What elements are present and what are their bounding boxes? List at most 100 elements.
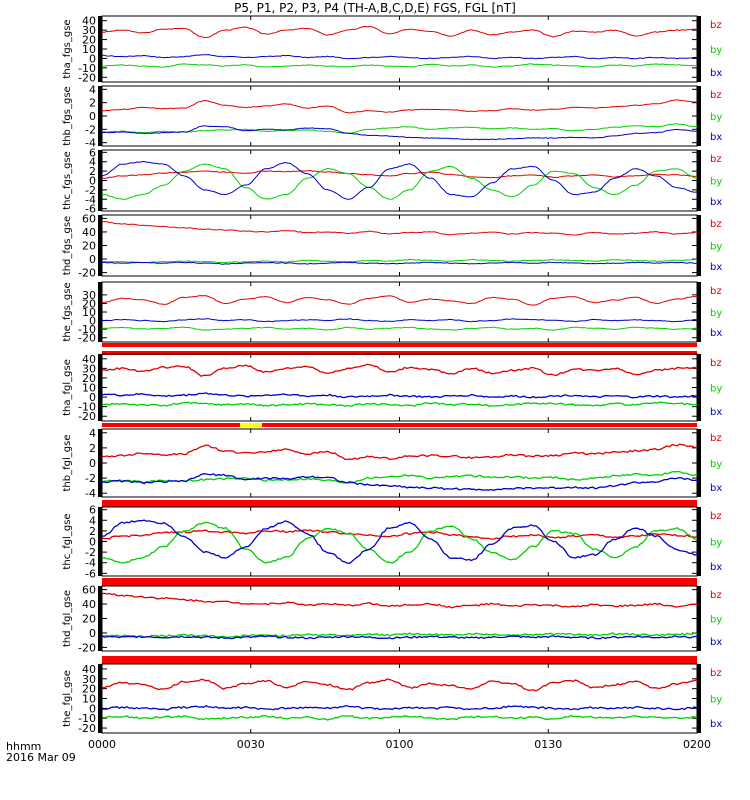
y-tick-label: 0 <box>89 52 96 65</box>
panel-right-strip <box>697 150 701 211</box>
series-line-by <box>101 401 698 408</box>
legend-by: by <box>710 308 722 319</box>
y-tick-label: -6 <box>85 567 96 580</box>
y-tick-label: 30 <box>82 673 96 686</box>
y-tick-label: -4 <box>85 557 96 570</box>
time-axis-label-hhmm: hhmm <box>6 740 42 753</box>
y-tick-label: -20 <box>78 641 96 654</box>
y-tick-label: 40 <box>82 226 96 239</box>
series-line-bx <box>101 704 698 711</box>
legend-bz: bz <box>710 511 722 522</box>
series-line-bz <box>102 443 698 461</box>
separator-bar <box>102 660 697 664</box>
panel-left-strip <box>98 16 102 82</box>
legend-bz: bz <box>710 90 722 101</box>
panel-y-label: thc_fgl_gse <box>62 513 73 569</box>
y-tick-label: 40 <box>82 15 96 28</box>
panel-y-label: thd_fgs_gse <box>62 216 73 275</box>
panel-y-label: thb_fgs_gse <box>62 86 73 145</box>
y-tick-label: 10 <box>82 382 96 395</box>
legend-by: by <box>710 242 722 253</box>
panel-frame <box>101 353 698 422</box>
series-line-by <box>101 470 698 484</box>
separator-bar <box>102 423 697 427</box>
panel-y-label: thd_fgl_gse <box>62 590 73 647</box>
panel-y-label: tha_fgl_gse <box>62 359 73 416</box>
legend-by: by <box>710 459 722 470</box>
panel-y-label: tha_fgs_gse <box>62 19 73 78</box>
y-tick-label: 6 <box>89 504 96 517</box>
series-line-bz <box>101 295 698 306</box>
separator-bar <box>102 656 697 660</box>
y-tick-label: -10 <box>78 323 96 336</box>
y-tick-label: -4 <box>85 487 96 500</box>
legend-by: by <box>710 384 722 395</box>
y-tick-label: 20 <box>82 297 96 310</box>
y-tick-label: 2 <box>89 442 96 455</box>
series-line-by <box>101 714 698 721</box>
y-tick-label: 0 <box>89 175 96 188</box>
series-line-by <box>101 163 698 200</box>
legend-by: by <box>710 695 722 706</box>
x-tick-label: 0130 <box>534 738 562 751</box>
panel-left-strip <box>98 507 102 576</box>
series-line-bx <box>102 261 697 265</box>
y-tick-label: -6 <box>85 203 96 216</box>
panel-right-strip <box>697 16 701 82</box>
series-line-bz <box>102 25 698 39</box>
legend-bx: bx <box>710 637 722 648</box>
y-tick-label: -20 <box>78 410 96 423</box>
legend-bz: bz <box>710 358 722 369</box>
legend-bx: bx <box>710 328 722 339</box>
legend-by: by <box>710 538 722 549</box>
panel-frame <box>101 663 698 734</box>
y-tick-label: 30 <box>82 289 96 302</box>
panel-left-strip <box>98 664 102 733</box>
series-line-by <box>101 63 698 68</box>
series-line-by <box>101 123 698 134</box>
y-tick-label: 6 <box>89 146 96 159</box>
y-tick-label: -20 <box>78 722 96 735</box>
panel: -4 -2 0 2 4 thb_fgl_gse bz by bx <box>62 427 722 500</box>
y-tick-label: 10 <box>82 43 96 56</box>
y-tick-label: 2 <box>89 165 96 178</box>
y-tick-label: -20 <box>78 332 96 345</box>
panel-right-strip <box>697 354 701 421</box>
panel-left-strip <box>98 282 102 342</box>
series-line-bx <box>102 54 698 60</box>
series-line-by <box>101 326 698 331</box>
y-tick-label: 0 <box>89 391 96 404</box>
x-tick-label: 0100 <box>386 738 414 751</box>
legend-by: by <box>710 45 722 56</box>
separator-bar <box>102 343 697 347</box>
y-tick-label: 2 <box>89 97 96 110</box>
y-tick-label: 20 <box>82 34 96 47</box>
panel-right-strip <box>697 429 701 497</box>
panel-right-strip <box>697 507 701 576</box>
panel-left-strip <box>98 429 102 497</box>
panel-left-strip <box>98 586 102 651</box>
y-tick-label: 0 <box>89 627 96 640</box>
separator-bar <box>102 500 697 504</box>
legend-bx: bx <box>710 719 722 730</box>
series-line-bx <box>101 473 698 491</box>
x-tick-label: 0000 <box>88 738 116 751</box>
series-line-bx <box>101 392 698 399</box>
y-tick-label: 60 <box>82 584 96 597</box>
series-line-bz <box>101 592 698 609</box>
legend-bz: bz <box>710 154 722 165</box>
panel-right-strip <box>697 86 701 146</box>
y-tick-label: 4 <box>89 83 96 96</box>
panel-left-strip <box>98 354 102 421</box>
y-tick-label: 0 <box>89 315 96 328</box>
flag-segment <box>240 423 262 427</box>
y-tick-label: 20 <box>82 240 96 253</box>
